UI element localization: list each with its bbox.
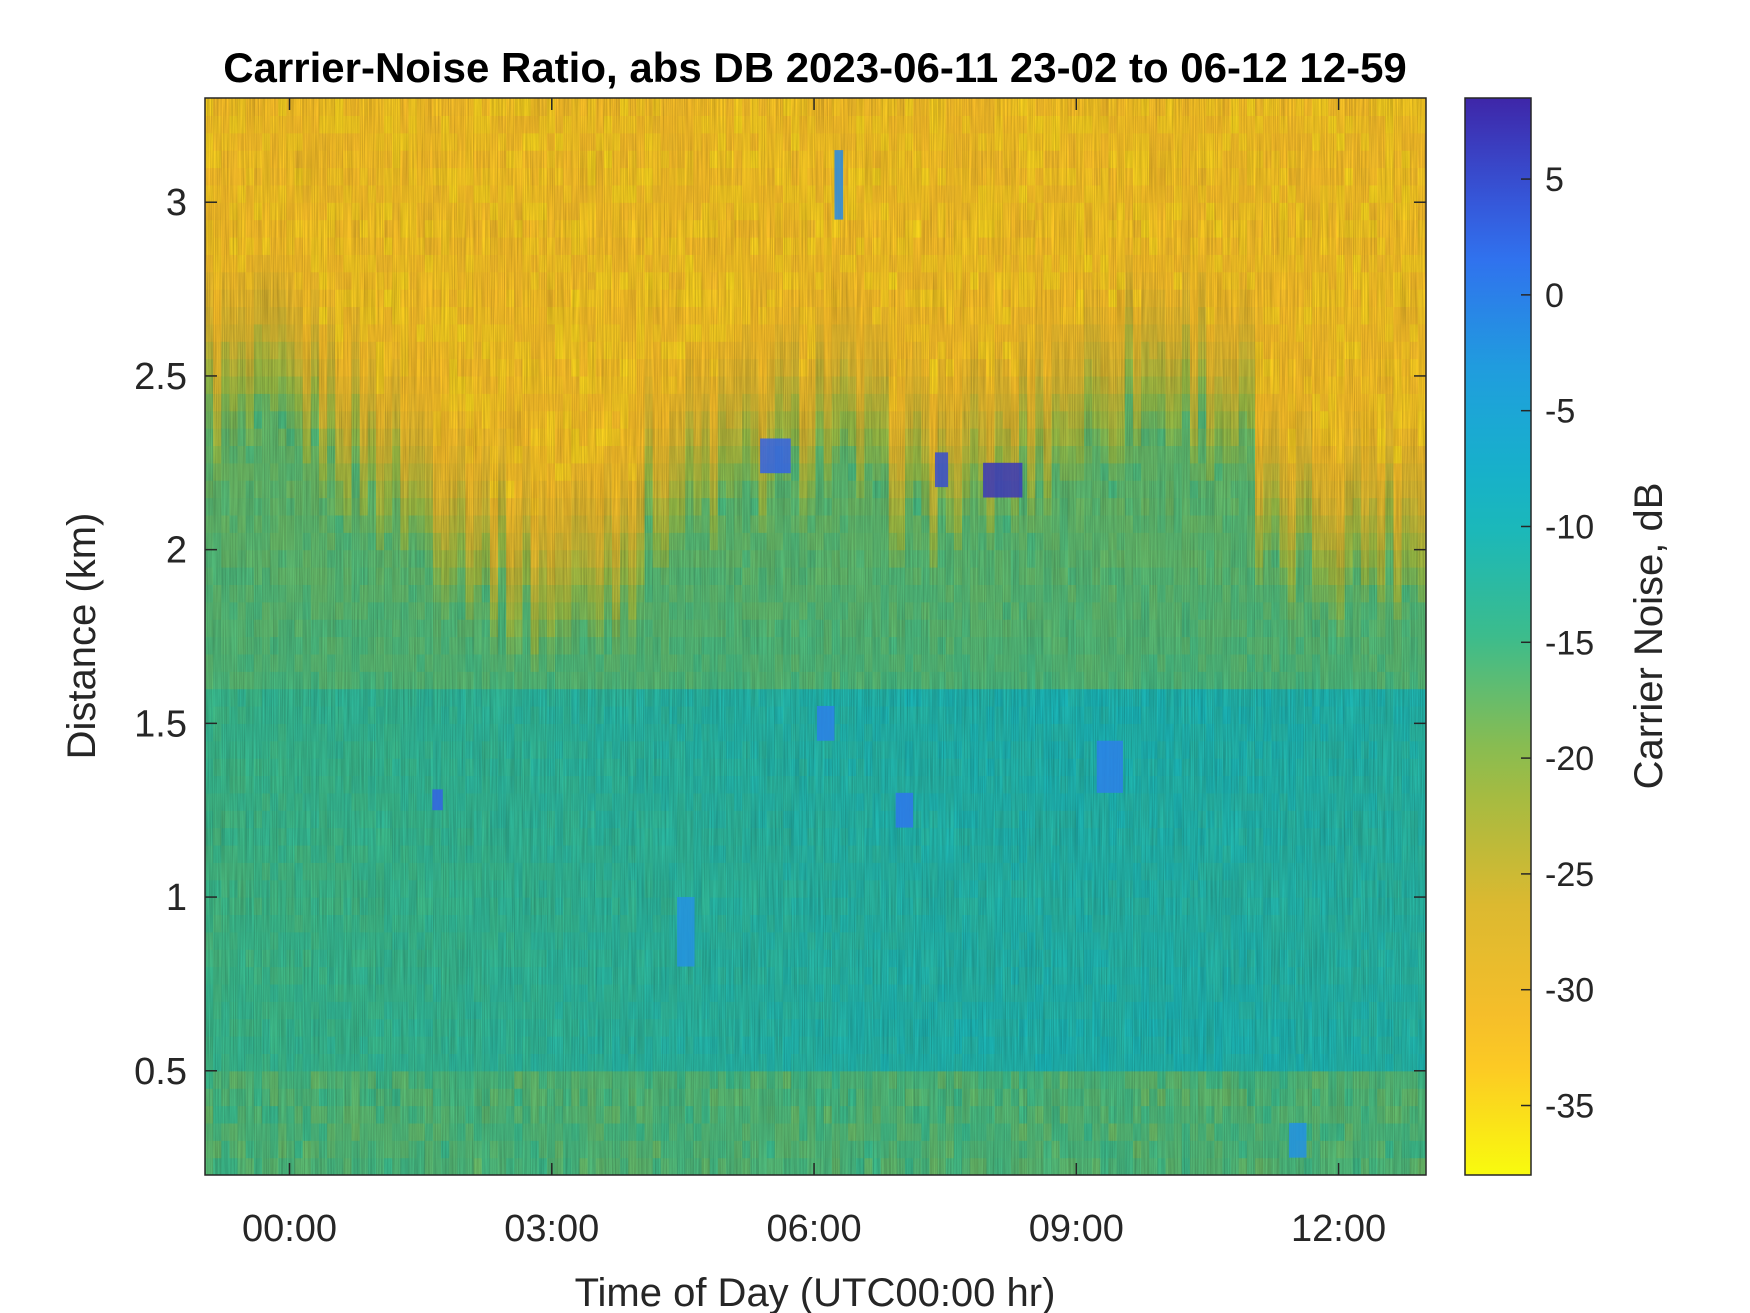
- chart-title: Carrier-Noise Ratio, abs DB 2023-06-11 2…: [223, 44, 1407, 91]
- heatmap-plot-area: [205, 98, 1426, 1175]
